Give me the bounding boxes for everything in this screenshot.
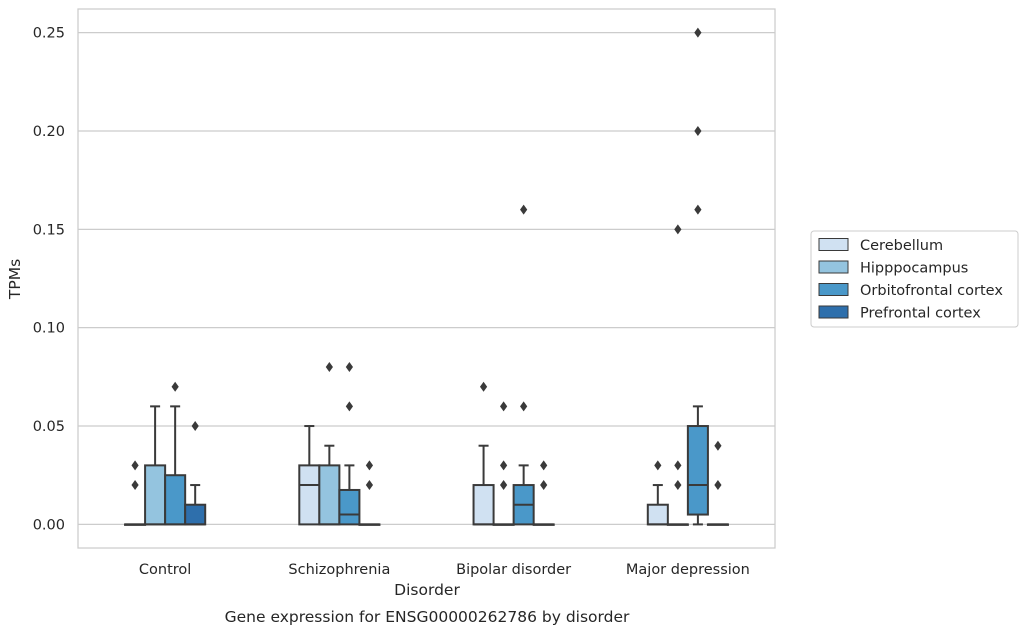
legend-entry-label: Prefrontal cortex — [860, 306, 981, 322]
outlier-point — [540, 460, 548, 471]
outlier-point — [171, 381, 179, 392]
box-iqr — [144, 464, 167, 526]
box-orbitofrontal-cortex — [164, 381, 187, 526]
chart-caption: Gene expression for ENSG00000262786 by d… — [225, 608, 630, 626]
outlier-point — [500, 460, 508, 471]
x-tick-label: Major depression — [626, 562, 750, 578]
box-orbitofrontal-cortex — [512, 204, 535, 526]
legend-swatch — [818, 238, 849, 251]
box-cerebellum — [298, 425, 321, 526]
box-prefrontal-cortex — [358, 460, 381, 526]
box-iqr — [646, 503, 669, 526]
box-prefrontal-cortex — [532, 460, 555, 526]
outlier-point — [714, 480, 722, 491]
outlier-point — [365, 480, 374, 491]
x-tick-label: Schizophrenia — [288, 562, 390, 578]
box-prefrontal-cortex — [184, 421, 207, 526]
box-orbitofrontal-cortex — [338, 362, 361, 526]
x-axis-label: Disorder — [394, 581, 460, 599]
outlier-point — [191, 421, 199, 432]
outlier-point — [674, 224, 682, 235]
y-axis-label: TPMs — [6, 259, 24, 300]
box-iqr — [164, 474, 187, 526]
outlier-point — [520, 204, 528, 215]
legend-entry-label: Hipppocampus — [860, 261, 968, 277]
y-tick-label: 0.15 — [33, 222, 65, 238]
outlier-point — [674, 480, 682, 491]
outlier-point — [325, 362, 333, 373]
outlier-point — [694, 27, 702, 38]
outlier-point — [345, 401, 353, 412]
outlier-point — [131, 460, 139, 471]
box-hipppocampus — [492, 401, 515, 526]
box-orbitofrontal-cortex — [686, 27, 709, 526]
box-iqr — [184, 503, 207, 526]
x-axis-ticks: Control Schizophrenia Bipolar disorder Majo… — [139, 562, 750, 578]
y-tick-label: 0.25 — [33, 26, 65, 42]
outlier-point — [479, 381, 488, 392]
box-hipppocampus — [318, 362, 341, 526]
y-axis-ticks: 0.00 0.05 0.10 0.15 0.20 0.25 — [33, 26, 65, 534]
legend-frame — [810, 230, 1019, 328]
box-iqr — [686, 425, 709, 516]
outlier-point — [131, 480, 139, 491]
box-hipppocampus — [666, 224, 689, 526]
grid-lines — [78, 31, 775, 526]
legend-swatch — [818, 283, 849, 296]
outlier-point — [365, 460, 374, 471]
legend-swatch — [818, 305, 849, 319]
legend: Cerebellum Hipppocampus Orbitofrontal cort… — [810, 230, 1019, 328]
box-iqr — [472, 484, 495, 526]
box-hipppocampus — [144, 405, 167, 526]
outlier-point — [654, 460, 662, 471]
y-tick-label: 0.00 — [33, 517, 65, 533]
x-tick-label: Control — [139, 562, 191, 578]
y-tick-label: 0.20 — [33, 124, 65, 140]
box-iqr — [338, 488, 361, 526]
outlier-point — [520, 401, 528, 412]
legend-entry-label: Cerebellum — [860, 238, 943, 254]
legend-entry-label: Orbitofrontal cortex — [860, 283, 1003, 299]
box-cerebellum — [646, 460, 669, 526]
box-iqr — [298, 464, 321, 526]
plot-frame — [77, 8, 776, 549]
outlier-point — [540, 480, 548, 491]
outlier-point — [694, 125, 702, 136]
outlier-point — [674, 460, 682, 471]
outlier-point — [694, 204, 702, 215]
box-cerebellum — [124, 460, 147, 526]
box-iqr — [318, 464, 341, 526]
outlier-point — [500, 401, 508, 412]
box-cerebellum — [472, 381, 495, 526]
y-tick-label: 0.10 — [33, 321, 65, 337]
legend-swatch — [818, 260, 849, 274]
x-tick-label: Bipolar disorder — [456, 562, 571, 578]
outlier-point — [500, 480, 508, 491]
y-tick-label: 0.05 — [33, 419, 65, 435]
box-prefrontal-cortex — [706, 440, 729, 526]
outlier-point — [714, 440, 722, 451]
box-series — [124, 27, 729, 526]
outlier-point — [345, 362, 353, 373]
